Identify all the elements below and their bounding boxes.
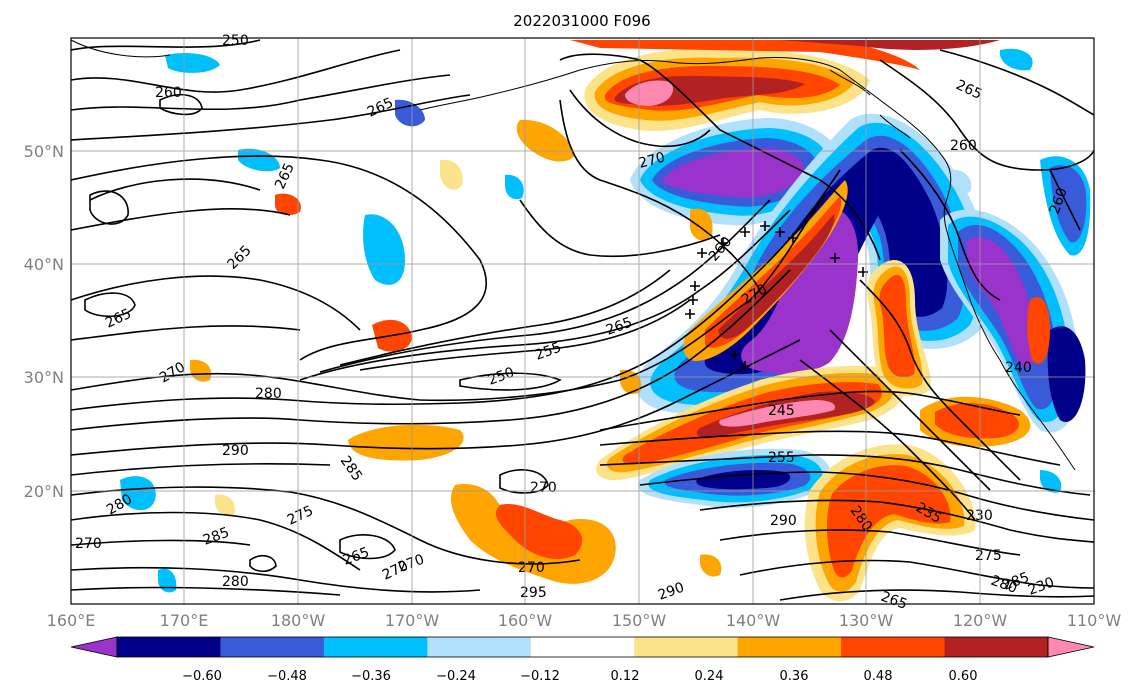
contour-label: 250 [222, 33, 249, 49]
colorbar-tick-label: −0.60 [182, 669, 222, 684]
lon-label: 110°W [1067, 611, 1122, 630]
colorbar-segment [737, 637, 842, 657]
contour-label: 285 [1001, 570, 1032, 594]
contour-label: 265 [365, 95, 396, 121]
contour-label: 230 [966, 508, 993, 524]
contour-label: 295 [520, 585, 547, 601]
colorbar-extend-low [70, 636, 118, 658]
colorbar-segment [944, 637, 1049, 657]
colorbar-tick-label: −0.12 [520, 669, 560, 684]
colorbar-segment [220, 637, 325, 657]
lat-labels: 50°N 40°N 30°N 20°N [24, 142, 64, 501]
map-title: 2022031000 F096 [513, 12, 650, 30]
lat-label: 20°N [24, 482, 64, 501]
lon-label: 150°W [612, 611, 667, 630]
contour-label: 275 [285, 503, 316, 529]
lon-label: 120°W [953, 611, 1008, 630]
colorbar-segment [117, 637, 221, 657]
lon-labels: 160°E 170°E 180°W 170°W 160°W 150°W 140°… [47, 611, 1122, 630]
contour-label: 230 [1026, 575, 1057, 599]
contour-label: 270 [637, 149, 667, 171]
colorbar-tick-label: −0.24 [436, 669, 476, 684]
colorbar-segment [323, 637, 428, 657]
contour-label: 290 [222, 443, 249, 459]
ridge-markers [685, 221, 868, 371]
contour-label: 285 [201, 525, 232, 549]
contour-label: 285 [337, 453, 365, 484]
colorbar-segment [634, 637, 739, 657]
contour-label: 245 [768, 403, 795, 419]
contour-label: 270 [157, 359, 188, 386]
lon-label: 170°W [385, 611, 440, 630]
contour-label: 270 [530, 480, 557, 496]
colorbar-tick-label: −0.36 [351, 669, 391, 684]
lon-label: 160°E [47, 611, 96, 630]
contour-label: 265 [879, 589, 910, 613]
contour-label: 260 [155, 85, 182, 101]
contour-lines [71, 39, 1094, 601]
contour-label: 270 [518, 560, 545, 576]
contour-label: 290 [656, 580, 687, 604]
contour-label: 275 [975, 548, 1002, 564]
contour-label: 255 [768, 450, 795, 466]
colorbar-extend-high [1047, 636, 1095, 658]
colorbar [70, 636, 1095, 658]
lon-label: 140°W [726, 611, 781, 630]
lat-label: 40°N [24, 255, 64, 274]
contour-label: 265 [341, 545, 372, 569]
colorbar-tick-label: −0.48 [267, 669, 307, 684]
contour-label: 270 [396, 552, 427, 576]
map-frame [70, 37, 1095, 605]
colorbar-labels: −0.60 −0.48 −0.36 −0.24 −0.12 0.12 0.24 … [182, 669, 977, 684]
contour-labels: 250 260 265 265 265 265 270 270 270 280 … [75, 33, 1071, 613]
contour-label: 270 [75, 536, 102, 552]
colorbar-tick-label: 0.60 [949, 669, 978, 684]
lat-label: 50°N [24, 142, 64, 161]
lon-label: 180°W [271, 611, 326, 630]
colorbar-tick-label: 0.36 [780, 669, 809, 684]
colorbar-tick-label: 0.48 [864, 669, 893, 684]
colorbar-frame [116, 636, 1049, 658]
contour-label: 290 [770, 513, 797, 529]
contour-label: 280 [222, 574, 249, 590]
colorbar-segment [841, 637, 946, 657]
contour-label: 260 [950, 138, 977, 154]
colorbar-tick-label: 0.24 [695, 669, 724, 684]
lon-label: 160°W [498, 611, 553, 630]
lat-label: 30°N [24, 368, 64, 387]
gridlines [71, 38, 1094, 604]
lon-label: 130°W [839, 611, 894, 630]
contour-label: 240 [1005, 360, 1032, 376]
contour-label: 280 [255, 386, 282, 402]
colorbar-segment [427, 637, 532, 657]
lon-label: 170°E [160, 611, 209, 630]
shaded-field [120, 40, 1091, 602]
contour-label: 265 [225, 243, 255, 273]
coastline [71, 39, 1076, 471]
colorbar-tick-label: 0.12 [611, 669, 640, 684]
colorbar-segment [530, 637, 635, 657]
contour-label: 265 [103, 306, 134, 332]
